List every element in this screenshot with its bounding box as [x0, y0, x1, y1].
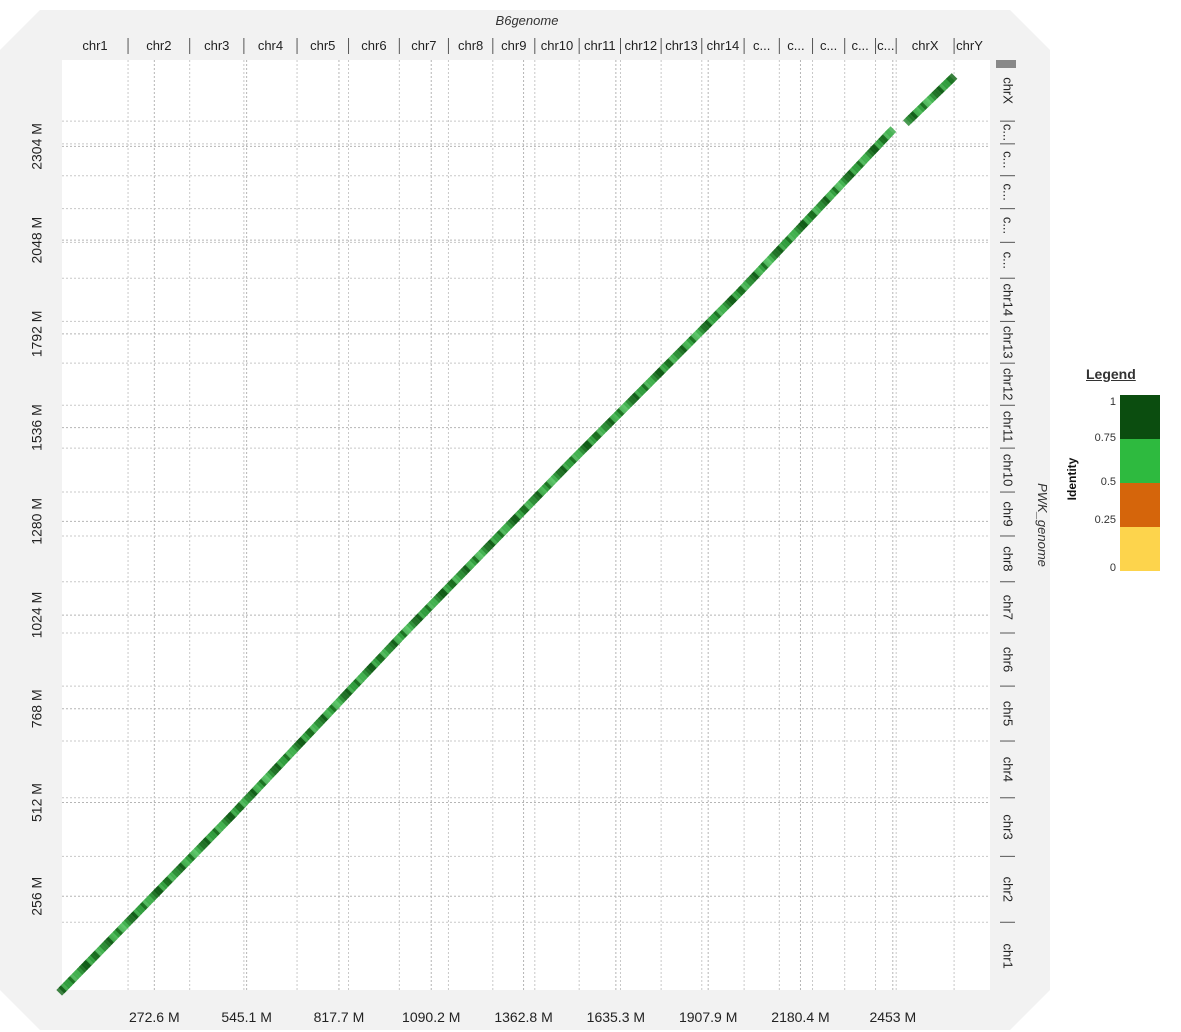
- legend-tick-label: 0.25: [1094, 514, 1116, 526]
- x-chrom-label: chr1: [82, 38, 107, 53]
- x-tick-label: 1362.8 M: [494, 1009, 552, 1025]
- vertical-grid: [127, 60, 955, 990]
- x-axis-title: B6genome: [496, 13, 559, 28]
- y-chrom-label: chr7: [1001, 595, 1016, 620]
- x-tick-label: 272.6 M: [129, 1009, 180, 1025]
- y-chrom-label: c...: [1001, 252, 1016, 269]
- x-chrom-label: chr9: [501, 38, 526, 53]
- x-chrom-label: chr8: [458, 38, 483, 53]
- legend-axis-label: Identity: [1065, 457, 1079, 501]
- y-tick-label: 512 M: [29, 783, 45, 822]
- y-top-marker: [996, 60, 1016, 68]
- y-chrom-label: chr14: [1001, 284, 1016, 317]
- legend-tick-label: 0.5: [1100, 476, 1116, 488]
- x-chrom-label: chr7: [411, 38, 436, 53]
- legend-title: Legend: [1086, 366, 1136, 382]
- y-tick-label: 2304 M: [29, 123, 45, 170]
- x-tick-label: 1907.9 M: [679, 1009, 737, 1025]
- x-chrom-label: c...: [753, 38, 770, 53]
- legend-color-bar: [1120, 395, 1160, 571]
- x-tick-label: 1090.2 M: [402, 1009, 460, 1025]
- x-chrom-label: chrY: [956, 38, 983, 53]
- y-chrom-label: c...: [1001, 217, 1016, 234]
- legend-swatch: [1120, 395, 1160, 439]
- y-tick-label: 768 M: [29, 689, 45, 728]
- horizontal-grid: [62, 120, 990, 923]
- legend-tick-label: 0: [1109, 562, 1116, 574]
- x-chrom-label: chr6: [361, 38, 386, 53]
- x-chrom-label: chrX: [912, 38, 939, 53]
- x-chrom-label: chr3: [204, 38, 229, 53]
- x-tick-labels: 272.6 M 545.1 M 817.7 M 1090.2 M 1362.8 M 163…: [129, 1009, 916, 1025]
- x-chrom-label: c...: [820, 38, 837, 53]
- y-tick-labels: 256 M 512 M 768 M 1024 M 1280 M 1536 M 1792 M 2…: [29, 123, 45, 916]
- x-tick-label: 545.1 M: [221, 1009, 272, 1025]
- y-chrom-label: chrX: [1001, 77, 1016, 104]
- y-chrom-label: chr12: [1001, 368, 1016, 401]
- x-chrom-label: chr2: [146, 38, 171, 53]
- y-chrom-label: chr8: [1001, 546, 1016, 571]
- y-tick-label: 1280 M: [29, 498, 45, 545]
- y-chrom-label: chr2: [1001, 877, 1016, 902]
- y-tick-label: 2048 M: [29, 217, 45, 264]
- x-chrom-label: chr10: [541, 38, 574, 53]
- y-chrom-label: c...: [1001, 151, 1016, 168]
- legend-tick-label: 1: [1109, 396, 1116, 408]
- legend-tick-label: 0.75: [1094, 432, 1116, 444]
- y-chrom-label: chr6: [1001, 647, 1016, 672]
- legend: Legend Identity 1 0.75 0.5 0.25 0: [1065, 362, 1168, 582]
- y-chrom-label: chr13: [1001, 326, 1016, 359]
- alignment-points: [56, 73, 958, 996]
- x-tick-label: 2453 M: [869, 1009, 916, 1025]
- y-tick-label: 256 M: [29, 877, 45, 916]
- x-chrom-label: chr5: [310, 38, 335, 53]
- x-chromosome-labels: chr1 chr2 chr3 chr4 chr5 chr6 chr7 chr8 chr9 chr1…: [82, 38, 983, 54]
- x-chrom-label: chr14: [707, 38, 740, 53]
- x-chrom-label: chr12: [625, 38, 658, 53]
- y-chrom-label: chr4: [1001, 757, 1016, 782]
- x-chrom-label: c...: [877, 38, 894, 53]
- alignment-point: [884, 126, 897, 138]
- x-tick-label: 2180.4 M: [771, 1009, 829, 1025]
- x-chrom-label: c...: [851, 38, 868, 53]
- y-chrom-label: c...: [1001, 124, 1016, 141]
- y-tick-label: 1792 M: [29, 311, 45, 358]
- legend-swatch: [1120, 439, 1160, 483]
- y-chrom-label: chr11: [1001, 411, 1016, 443]
- x-tick-label: 1635.3 M: [587, 1009, 645, 1025]
- y-chrom-label: chr9: [1001, 501, 1016, 526]
- y-chromosome-labels: chr1 chr2 chr3 chr4 chr5 chr6 chr7 chr8 chr9 chr1…: [996, 60, 1016, 969]
- y-axis-title: PWK_genome: [1035, 483, 1050, 567]
- x-chrom-label: chr13: [665, 38, 698, 53]
- y-chrom-label: chr1: [1001, 943, 1016, 968]
- x-chrom-label: chr4: [258, 38, 283, 53]
- y-chrom-label: c...: [1001, 184, 1016, 201]
- x-chrom-label: chr11: [584, 38, 616, 53]
- x-chrom-label: c...: [787, 38, 804, 53]
- x-tick-label: 817.7 M: [314, 1009, 365, 1025]
- legend-swatch: [1120, 483, 1160, 527]
- y-tick-label: 1024 M: [29, 592, 45, 639]
- y-chrom-label: chr10: [1001, 454, 1016, 487]
- y-chrom-label: chr5: [1001, 701, 1016, 726]
- y-tick-label: 1536 M: [29, 404, 45, 451]
- legend-swatch: [1120, 527, 1160, 571]
- y-chrom-label: chr3: [1001, 814, 1016, 839]
